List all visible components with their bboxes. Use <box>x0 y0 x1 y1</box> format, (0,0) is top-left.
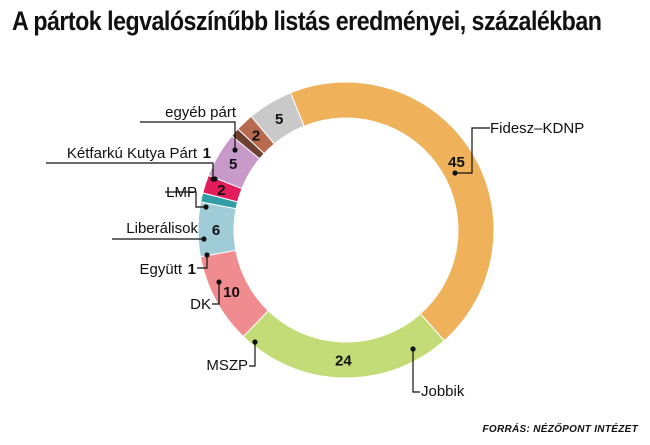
slice-value-7: 5 <box>229 156 237 173</box>
chart-title: A pártok legvalószínűbb listás eredménye… <box>12 6 602 36</box>
slice-label-1: Fidesz–KDNP <box>490 120 584 137</box>
slice-label-6: Liberálisok <box>126 220 198 237</box>
slice-1 <box>289 81 495 342</box>
slice-label-4: DK <box>190 296 211 313</box>
callout-dot-10 <box>232 147 238 153</box>
callout-line-2 <box>412 349 420 393</box>
callout-line-1 <box>455 127 490 174</box>
slice-label-7: LMP <box>166 184 197 201</box>
callout-dot-1 <box>452 170 458 176</box>
slice-value-2: 24 <box>335 352 352 369</box>
callout-dot-2 <box>410 346 416 352</box>
slice-label-5: Együtt <box>139 261 182 278</box>
callout-dot-4 <box>216 279 222 285</box>
slice-value-9: 2 <box>252 127 260 144</box>
source-note: FORRÁS: NÉZŐPONT INTÉZET <box>482 424 638 435</box>
slice-value-6: 2 <box>217 182 225 199</box>
slice-value-3: 10 <box>223 284 240 301</box>
callout-dot-3 <box>252 339 258 345</box>
callout-line-10 <box>140 121 236 150</box>
callout-dot-9 <box>212 176 218 182</box>
slice-label-3: MSZP <box>206 357 248 374</box>
callout-dot-7 <box>203 204 209 210</box>
callout-line-3 <box>249 342 256 367</box>
callout-line-7 <box>165 191 206 208</box>
slice-value-1: 45 <box>448 154 465 171</box>
slice-value-8: 1 <box>203 145 211 162</box>
slice-value-4: 6 <box>212 222 220 239</box>
slice-label-10: egyéb párt <box>165 104 237 121</box>
callout-dot-6 <box>201 236 207 242</box>
callout-line-5 <box>197 255 208 269</box>
slice-value-10: 5 <box>275 111 283 128</box>
callout-dot-5 <box>204 252 210 258</box>
slice-label-2: Jobbik <box>421 383 465 400</box>
slice-value-5: 1 <box>188 261 196 278</box>
callout-line-8 <box>46 162 214 179</box>
slice-10 <box>250 92 305 145</box>
callout-line-4 <box>212 282 220 305</box>
slice-label-8: Kétfarkú Kutya Párt <box>67 145 198 162</box>
